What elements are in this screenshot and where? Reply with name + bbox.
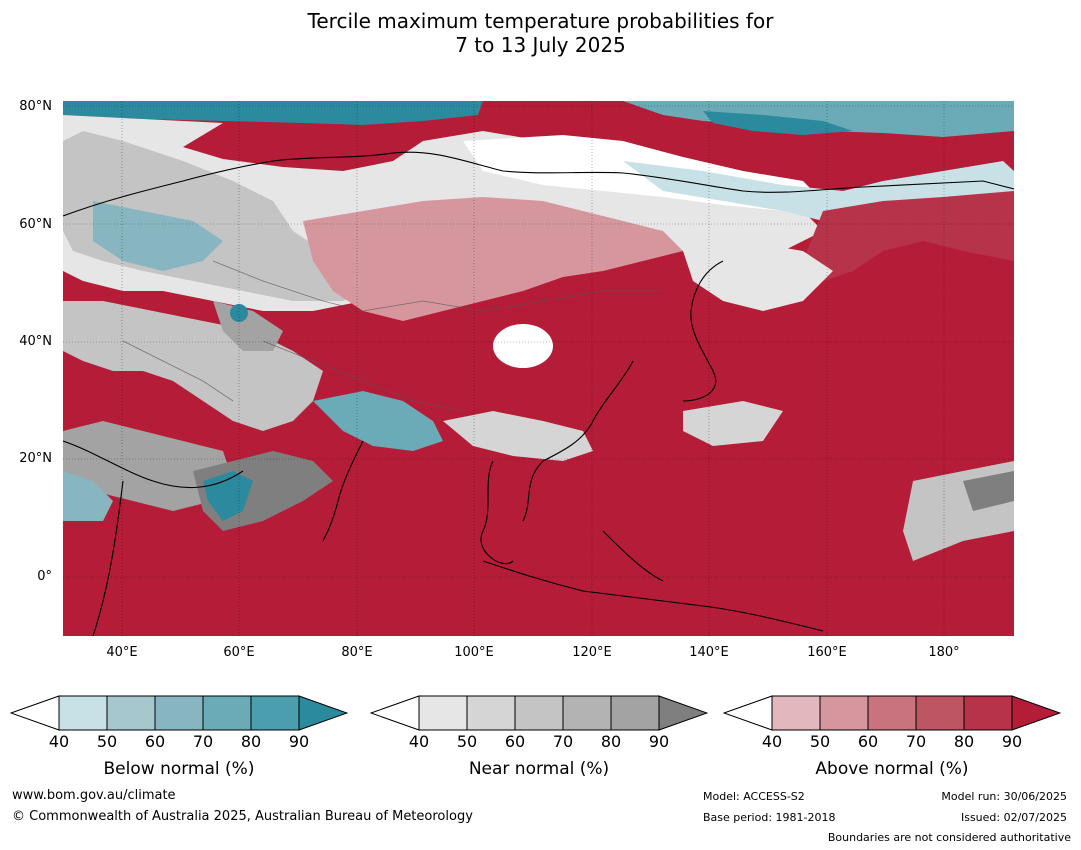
below-tick-60: 60	[144, 732, 166, 751]
lat-label-40n: 40°N	[19, 334, 52, 349]
west-siberia-below-normal-region	[93, 201, 223, 271]
above-tick-40: 40	[761, 732, 783, 751]
below-tick-90: 90	[288, 732, 310, 751]
footer-disclaimer: Boundaries are not considered authoritat…	[827, 831, 1071, 844]
colorbar-near-label: Near normal (%)	[468, 759, 610, 779]
east-siberia-below-normal-region	[623, 161, 1014, 221]
lon-label-40e: 40°E	[106, 645, 138, 660]
title-line-1: Tercile maximum temperature probabilitie…	[307, 9, 774, 33]
below-tick-50: 50	[96, 732, 118, 751]
near-tick-70: 70	[552, 732, 574, 751]
above-tick-70: 70	[905, 732, 927, 751]
mongolia-white-patch	[493, 324, 553, 368]
probability-map	[63, 101, 1014, 636]
chart-title: Tercile maximum temperature probabilitie…	[0, 9, 1081, 57]
near-tick-40: 40	[408, 732, 430, 751]
colorbar-above-normal-bar	[723, 695, 1061, 731]
footer-model-run: Model run: 30/06/2025	[941, 790, 1067, 803]
lon-label-160e: 160°E	[807, 645, 847, 660]
colorbar-below-label: Below normal (%)	[103, 759, 255, 779]
colorbar-near-normal	[370, 695, 708, 731]
aral-below-normal-spot	[230, 304, 248, 322]
east-arctic-below-normal-region	[623, 101, 1014, 137]
north-pacific-above-normal-region	[803, 191, 1014, 281]
colorbar-above-label: Above normal (%)	[815, 759, 969, 779]
below-tick-40: 40	[48, 732, 70, 751]
near-tick-60: 60	[504, 732, 526, 751]
arctic-above-normal-region	[183, 121, 423, 171]
lon-label-180: 180°	[928, 645, 960, 660]
footer-base-period: Base period: 1981-2018	[703, 811, 836, 824]
lat-label-equator: 0°	[37, 569, 52, 584]
okhotsk-near-normal-region	[683, 241, 833, 311]
near-tick-80: 80	[600, 732, 622, 751]
colorbar-below-normal	[10, 695, 348, 731]
coastlines	[63, 151, 1014, 636]
colorbar-near-normal-bar	[370, 695, 708, 731]
lat-label-60n: 60°N	[19, 217, 52, 232]
colorbar-above-normal	[723, 695, 1061, 731]
central-pacific-grey-region	[963, 471, 1014, 511]
lat-label-20n: 20°N	[19, 451, 52, 466]
country-boundaries	[122, 260, 663, 412]
lon-label-80e: 80°E	[341, 645, 373, 660]
arabia-near-normal-region	[63, 421, 233, 511]
south-china-near-normal-region	[443, 411, 593, 461]
east-arctic-deep-below-region	[703, 111, 853, 135]
below-tick-80: 80	[240, 732, 262, 751]
tibet-below-normal-region	[313, 391, 443, 451]
below-tick-70: 70	[192, 732, 214, 751]
near-tick-90: 90	[648, 732, 670, 751]
footer-url: www.bom.gov.au/climate	[12, 788, 176, 803]
horn-africa-below-normal-region	[63, 471, 113, 521]
footer-model: Model: ACCESS-S2	[703, 790, 805, 803]
west-pacific-near-normal-region	[683, 401, 783, 446]
lon-label-100e: 100°E	[454, 645, 494, 660]
lon-label-60e: 60°E	[223, 645, 255, 660]
graticule	[63, 101, 1014, 636]
above-tick-60: 60	[857, 732, 879, 751]
near-tick-50: 50	[456, 732, 478, 751]
footer-copyright: © Commonwealth of Australia 2025, Austra…	[12, 809, 473, 824]
central-asia-above-normal-region	[303, 197, 683, 321]
title-line-2: 7 to 13 July 2025	[455, 33, 626, 57]
map-canvas	[63, 101, 1014, 636]
above-tick-90: 90	[1001, 732, 1023, 751]
lon-label-140e: 140°E	[689, 645, 729, 660]
above-tick-50: 50	[809, 732, 831, 751]
above-tick-80: 80	[953, 732, 975, 751]
arctic-below-normal-region	[63, 101, 483, 125]
colorbar-below-normal-bar	[10, 695, 348, 731]
lat-label-80n: 80°N	[19, 99, 52, 114]
lon-label-120e: 120°E	[572, 645, 612, 660]
footer-issued: Issued: 02/07/2025	[960, 811, 1067, 824]
